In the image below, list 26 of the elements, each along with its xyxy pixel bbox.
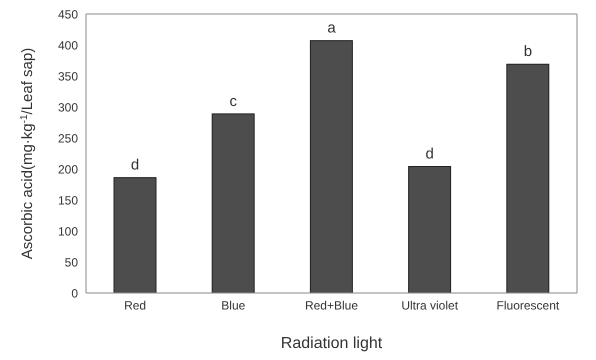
- bar: [212, 113, 255, 293]
- y-tick-label: 350: [58, 69, 78, 84]
- x-tick-label: Fluorescent: [496, 298, 560, 313]
- x-tick-label: Red+Blue: [304, 298, 358, 313]
- x-tick-label: Ultra violet: [401, 298, 459, 313]
- bar: [114, 177, 156, 293]
- y-tick-label: 250: [58, 131, 78, 146]
- annotation: d: [130, 156, 140, 174]
- annotation: d: [426, 146, 434, 163]
- x-tick-label: Red: [124, 298, 146, 313]
- y-tick-label: 400: [58, 38, 78, 52]
- y-tick-label: 0: [71, 286, 78, 300]
- y-tick-label: 50: [64, 255, 78, 270]
- bar: [506, 64, 550, 293]
- y-tick-label: 300: [58, 100, 78, 114]
- y-tick-label: 150: [58, 193, 78, 208]
- annotation: c: [230, 92, 238, 110]
- x-tick-label: Blue: [221, 298, 246, 313]
- y-tick-label: 100: [58, 224, 78, 238]
- bar: [408, 166, 452, 293]
- y-tick-label: 450: [58, 7, 78, 22]
- x-axis-title: Radiation light: [280, 335, 383, 352]
- bar: [310, 40, 353, 293]
- y-tick-label: 200: [58, 162, 78, 176]
- annotation: a: [327, 20, 336, 37]
- annotation: b: [524, 43, 532, 60]
